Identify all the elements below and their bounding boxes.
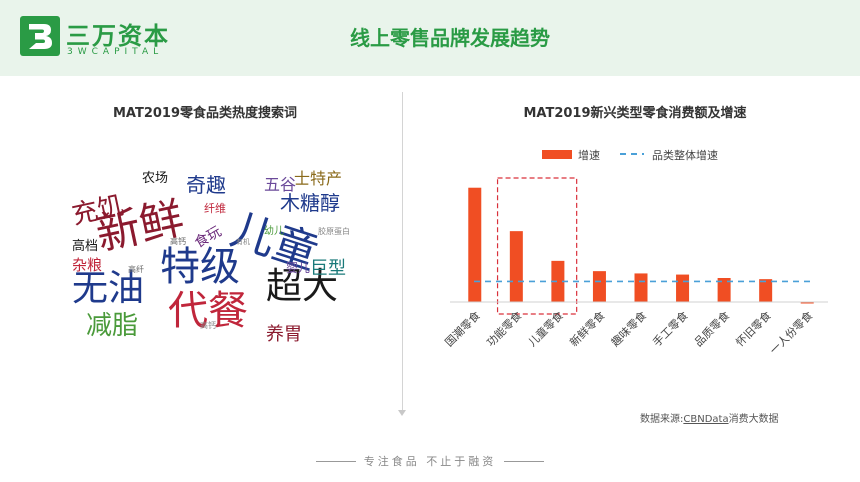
vertical-divider [402, 92, 403, 414]
x-tick-label: 国潮零食 [442, 308, 483, 349]
word-cloud-term: 高纤 [128, 264, 144, 274]
source-suffix: 消费大数据 [728, 414, 779, 425]
data-source: 数据来源:CBNData消费大数据 [640, 410, 779, 425]
bar-手工零食 [676, 274, 690, 302]
word-cloud-term: 超大 [266, 266, 338, 307]
word-cloud-term: 特级 [160, 244, 240, 290]
source-highlight: CBNData [683, 414, 729, 425]
page-title: 线上零售品牌发展趋势 [350, 26, 550, 50]
x-tick-label: 手工零食 [650, 308, 691, 349]
word-cloud-term: 士特产 [294, 169, 342, 188]
growth-bar-chart: 增速 品类整体增速 国潮零食 功能零食 儿童零食 新鲜零食 趣味零食 手工零食 品质零食 怀旧零… [412, 140, 852, 410]
legend-label-growth: 增速 [578, 148, 600, 162]
word-cloud-term: 减脂 [86, 311, 138, 341]
word-cloud-term: 杂粮 [72, 256, 102, 274]
left-section-title: MAT2019零食品类热度搜索词 [112, 106, 298, 121]
legend-swatch-growth [542, 150, 572, 159]
bar-品质零食 [717, 278, 731, 302]
word-cloud-term: 高钙 [200, 320, 216, 330]
right-section-title: MAT2019新兴类型零食消费额及增速 [523, 106, 747, 121]
footer-divider-right [504, 461, 544, 462]
x-tick-label: 品质零食 [691, 308, 732, 349]
x-tick-label: 趣味零食 [608, 308, 649, 349]
word-cloud-term: 高档 [72, 238, 98, 254]
footer-slogan: 专注食品 不止于融资 [363, 455, 497, 468]
word-cloud-term: 养胃 [266, 324, 302, 345]
word-cloud-term: 巨型 [310, 258, 346, 279]
word-cloud-term: 胶原蛋白 [318, 226, 350, 236]
highlight-box [496, 177, 578, 315]
logo-mark-icon [20, 16, 60, 56]
x-tick-label: 功能零食 [483, 308, 524, 349]
word-cloud-term: 高钙 [170, 236, 186, 246]
bar-新鲜零食 [592, 271, 606, 302]
word-cloud-term: 无油 [72, 268, 144, 309]
bar-功能零食 [509, 231, 523, 302]
word-cloud-term: 幼儿 [264, 224, 284, 237]
bar-怀旧零食 [759, 279, 773, 302]
chart-canvas: 增速 品类整体增速 国潮零食 功能零食 儿童零食 新鲜零食 趣味零食 手工零食 品质零食 怀旧零… [442, 148, 828, 357]
word-cloud-term: 代餐 [168, 288, 248, 334]
logo-subtitle: 3WCAPITAL [67, 47, 164, 57]
legend-label-average: 品类整体增速 [652, 148, 718, 162]
bar-趣味零食 [634, 273, 648, 302]
x-tick-label: 怀旧零食 [733, 308, 774, 349]
word-cloud-term: 奇趣 [186, 173, 226, 197]
footer: 专注食品 不止于融资 [0, 452, 860, 472]
bar-儿童零食 [551, 260, 565, 302]
word-cloud-term: 五谷 [264, 175, 296, 194]
word-cloud-term: 有机 [236, 237, 250, 246]
bar-国潮零食 [468, 187, 482, 302]
bar-一人份零食 [800, 302, 814, 304]
word-cloud-term: 纤维 [204, 202, 226, 215]
divider-arrow-icon [398, 410, 406, 416]
logo: 三万资本 3WCAPITAL [20, 16, 190, 62]
x-tick-label: 一人份零食 [767, 308, 816, 357]
word-cloud-term: 木糖醇 [280, 191, 340, 215]
logo-name: 三万资本 [66, 22, 170, 50]
word-cloud: 新鲜 儿童 特级 无油 代餐 超大 减脂 充饥 奇趣 五谷 士特产 木糖醇 农场 高档 杂粮 巨型 养胃 食玩 纤维… [60, 162, 370, 362]
footer-divider-left [316, 461, 356, 462]
word-cloud-term: 农场 [142, 171, 168, 186]
source-prefix: 数据来源: [640, 414, 684, 425]
word-cloud-term: 婴儿 [286, 261, 310, 275]
header-bar: 三万资本 3WCAPITAL 线上零售品牌发展趋势 [0, 0, 860, 76]
